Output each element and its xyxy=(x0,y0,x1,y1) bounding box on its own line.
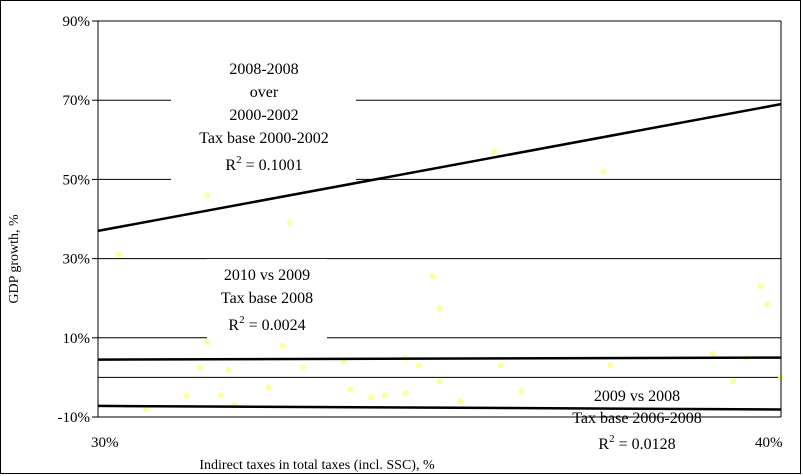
data-point xyxy=(709,350,716,357)
data-point xyxy=(497,362,504,369)
data-point xyxy=(368,394,375,401)
trendline xyxy=(97,404,782,411)
y-tick-label: 50% xyxy=(63,172,91,188)
data-point xyxy=(381,392,388,399)
data-point xyxy=(204,192,211,199)
annotation-line: 2008-2008 xyxy=(229,61,298,78)
annotation-line: 2010 vs 2009 xyxy=(224,267,310,284)
annotation-background xyxy=(207,259,327,339)
y-tick-label: 30% xyxy=(63,252,91,268)
data-point xyxy=(183,392,190,399)
data-point xyxy=(764,301,771,308)
axes xyxy=(92,20,782,418)
x-tick-label: 30% xyxy=(91,435,119,451)
y-tick-label: 90% xyxy=(63,14,91,30)
data-point xyxy=(299,364,306,371)
data-point xyxy=(730,378,737,385)
annotations: 2008-2008 over 2000-2002 Tax base 2000-2002… xyxy=(199,61,702,453)
trendlines xyxy=(97,102,782,411)
data-point xyxy=(279,342,286,349)
annotation-masks xyxy=(171,53,729,449)
data-points xyxy=(115,148,784,413)
y-axis-label: GDP growth, % xyxy=(7,214,22,304)
x-tick-labels: 30% 40% xyxy=(91,435,783,451)
r-squared-label: R2 = 0.0024 xyxy=(228,314,305,334)
data-point xyxy=(416,362,423,369)
data-point xyxy=(286,219,293,226)
annotation-line: Tax base 2008 xyxy=(221,290,313,307)
data-point xyxy=(456,398,463,405)
data-point xyxy=(757,283,764,290)
data-point xyxy=(436,305,443,312)
data-point xyxy=(197,364,204,371)
x-axis-label: Indirect taxes in total taxes (incl. SSC… xyxy=(199,458,435,473)
annotation-line: 2009 vs 2008 xyxy=(594,388,680,405)
trendline xyxy=(97,102,782,233)
x-tick-label: 40% xyxy=(755,435,783,451)
annotation-line: Tax base 2000-2002 xyxy=(199,130,329,147)
r-squared-label: R2 = 0.0128 xyxy=(598,433,675,453)
data-point xyxy=(204,338,211,345)
annotation-line: Tax base 2006-2008 xyxy=(572,410,702,427)
data-point xyxy=(142,406,149,413)
annotation-background xyxy=(544,379,729,449)
r-squared-label: R2 = 0.1001 xyxy=(225,154,302,174)
data-point xyxy=(217,392,224,399)
data-point xyxy=(402,390,409,397)
data-point xyxy=(265,384,272,391)
data-point xyxy=(115,251,122,258)
data-point xyxy=(607,362,614,369)
data-point xyxy=(347,386,354,393)
y-tick-label: -10% xyxy=(58,410,91,426)
annotation-background xyxy=(171,53,356,185)
data-point xyxy=(436,378,443,385)
y-tick-label: 70% xyxy=(63,93,91,109)
data-point xyxy=(429,273,436,280)
y-tick-labels: -10% 10% 30% 50% 70% 90% xyxy=(58,14,91,426)
annotation-line: over xyxy=(250,84,279,101)
data-point xyxy=(518,388,525,395)
data-point xyxy=(600,168,607,175)
annotation-line: 2000-2002 xyxy=(229,107,298,124)
y-tick-label: 10% xyxy=(63,331,91,347)
data-point xyxy=(491,148,498,155)
data-point xyxy=(224,366,231,373)
trendline xyxy=(97,356,782,361)
